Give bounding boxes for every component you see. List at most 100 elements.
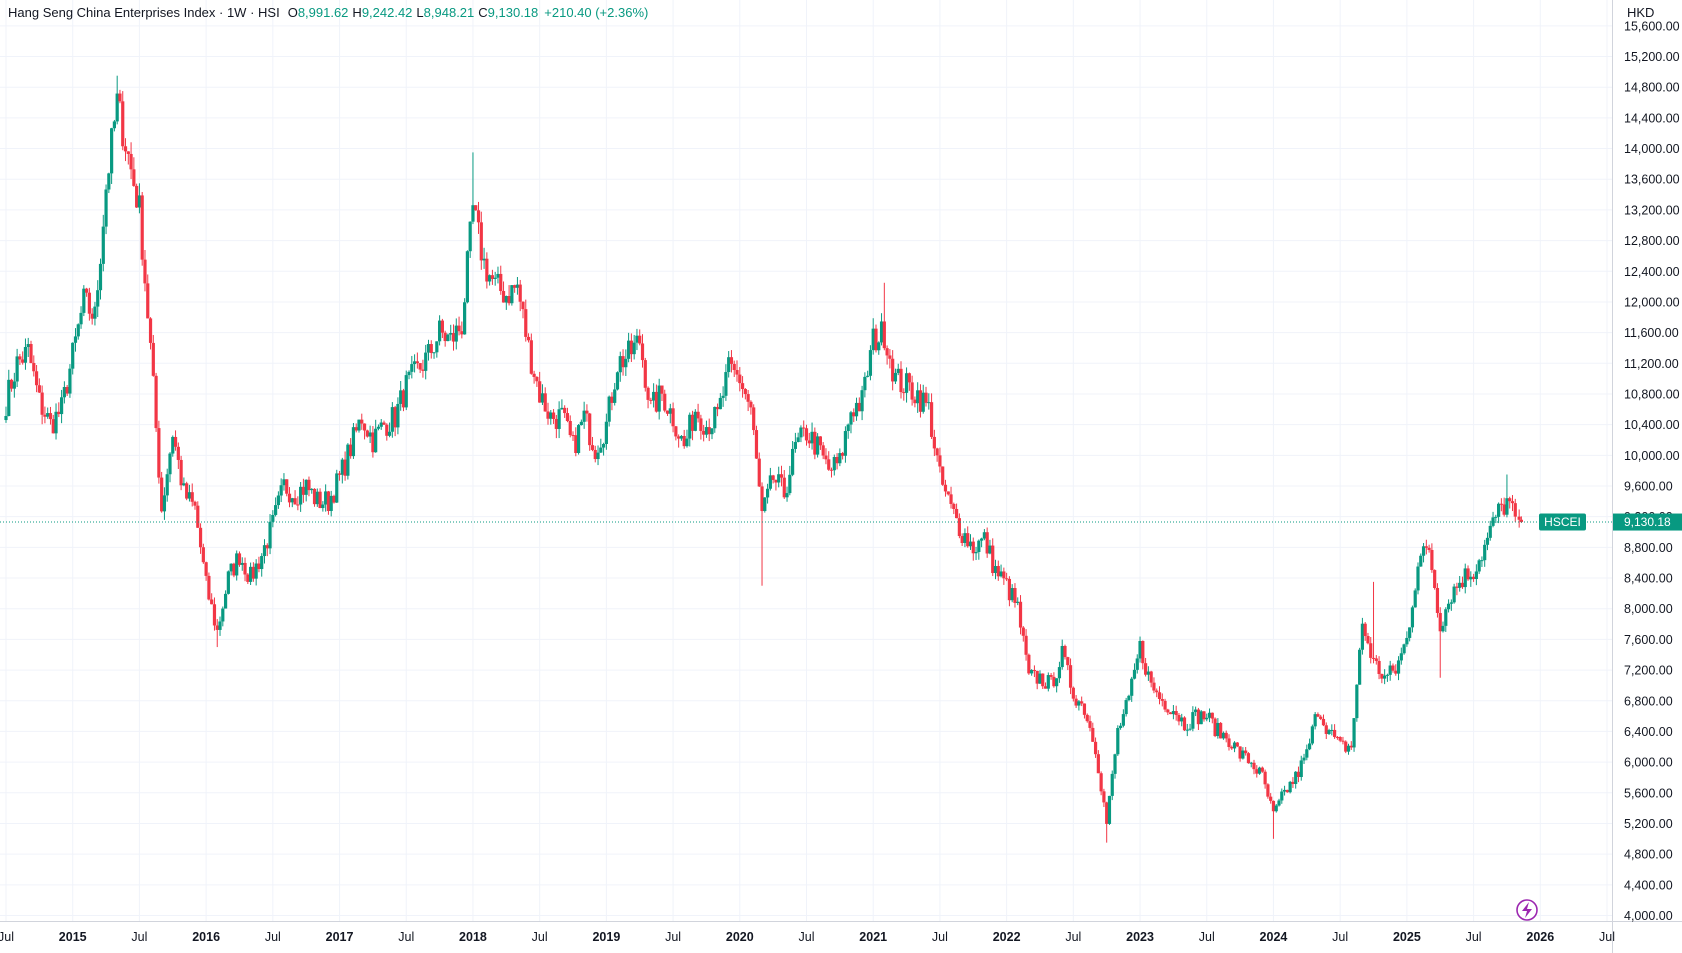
candle-body xyxy=(671,408,675,427)
candlestick-series[interactable] xyxy=(4,75,1523,843)
time-tick-label: 2026 xyxy=(1526,930,1554,944)
candle-body xyxy=(1435,587,1440,613)
candle-body xyxy=(59,397,64,415)
candle-body xyxy=(810,431,814,444)
candle-body xyxy=(1038,673,1042,684)
candle-body xyxy=(966,533,970,547)
candle-body xyxy=(1157,692,1162,699)
candle-body xyxy=(524,309,528,337)
candle-body xyxy=(1082,703,1087,715)
candle-body xyxy=(1335,736,1339,738)
candle-body xyxy=(604,421,608,444)
candle-body xyxy=(1030,669,1034,674)
candle-body xyxy=(657,385,661,412)
candle-body xyxy=(718,397,722,410)
candle-body xyxy=(246,574,250,582)
candle-body xyxy=(832,456,836,471)
candle-body xyxy=(48,413,53,420)
candle-body xyxy=(1188,728,1192,730)
time-tick-label: 2021 xyxy=(859,930,887,944)
candle-body xyxy=(449,333,453,335)
candle-body xyxy=(902,392,906,394)
price-axis-labels[interactable]: 4,000.00 4,400.00 4,800.00 5,200.00 5,600.00… xyxy=(1624,19,1680,923)
close-key: C xyxy=(478,5,488,20)
symbol-title[interactable]: Hang Seng China Enterprises Index · 1W ·… xyxy=(8,5,280,20)
candle-body xyxy=(301,486,306,495)
candle-body xyxy=(1346,745,1351,752)
candle-body xyxy=(271,514,275,522)
price-tick-label: 11,600.00 xyxy=(1624,326,1679,340)
candle-body xyxy=(1288,781,1292,793)
candle-body xyxy=(1469,576,1473,580)
candle-body xyxy=(579,421,583,426)
candle-body xyxy=(707,427,711,435)
candle-body xyxy=(913,399,917,404)
candle-body xyxy=(1144,663,1148,675)
candle-body xyxy=(993,566,998,574)
candle-body xyxy=(1163,700,1167,710)
candle-body xyxy=(585,410,589,414)
candle-body xyxy=(240,562,244,565)
price-tick-label: 12,400.00 xyxy=(1624,265,1680,279)
lightning-icon[interactable] xyxy=(1516,899,1538,921)
candle-body xyxy=(846,424,850,432)
candle-body xyxy=(1285,789,1289,793)
candle-body xyxy=(7,379,11,417)
currency-label[interactable]: HKD xyxy=(1627,5,1655,20)
candle-body xyxy=(349,444,353,457)
candle-body xyxy=(1174,711,1178,716)
candle-body xyxy=(529,340,533,374)
candle-body xyxy=(866,375,870,377)
candle-body xyxy=(435,341,439,353)
candle-body xyxy=(768,475,772,489)
candle-body xyxy=(743,389,747,395)
candle-body xyxy=(782,477,786,498)
candle-body xyxy=(1060,645,1064,668)
chart-legend: Hang Seng China Enterprises Index · 1W ·… xyxy=(8,5,648,20)
candle-body xyxy=(296,504,300,506)
price-tick-label: 12,000.00 xyxy=(1624,295,1680,309)
candle-body xyxy=(1043,686,1048,689)
candle-body xyxy=(335,473,339,503)
candle-body xyxy=(1010,588,1014,601)
candle-body xyxy=(1257,767,1262,774)
candle-body xyxy=(738,374,742,384)
candle-body xyxy=(15,356,19,382)
candle-body xyxy=(496,273,500,278)
candle-body xyxy=(1216,722,1220,737)
price-tag-value-bg xyxy=(1613,513,1682,531)
candle-body xyxy=(1035,670,1039,684)
candle-body xyxy=(162,495,167,512)
candle-body xyxy=(1499,503,1503,505)
candle-body xyxy=(635,335,639,343)
candle-body xyxy=(1018,601,1023,628)
candle-body xyxy=(1099,773,1103,792)
candle-body xyxy=(274,505,278,515)
candle-body xyxy=(1135,658,1139,670)
candle-body xyxy=(268,521,272,549)
candle-body xyxy=(1388,665,1392,675)
candle-body xyxy=(960,536,964,544)
candle-body xyxy=(426,344,431,353)
candle-body xyxy=(1107,795,1112,824)
candle-body xyxy=(376,426,381,429)
candle-body xyxy=(796,437,800,443)
price-tag: HSCEI 9,130.18 xyxy=(1539,513,1682,531)
candle-body xyxy=(343,459,347,476)
candle-body xyxy=(71,342,75,369)
candle-body xyxy=(860,390,864,412)
candle-body xyxy=(374,428,378,453)
candle-body xyxy=(101,226,105,264)
candle-body xyxy=(601,443,606,448)
candle-body xyxy=(1199,711,1203,725)
candle-body xyxy=(954,508,959,519)
candle-body xyxy=(1458,582,1462,588)
candle-body xyxy=(1093,741,1098,755)
candle-body xyxy=(257,563,261,570)
candle-body xyxy=(468,221,472,252)
candle-body xyxy=(882,321,886,349)
candle-body xyxy=(107,173,111,190)
time-axis-labels[interactable]: Jul 2015 Jul 2016 Jul 2017 Jul 2018 Jul 2019 Jul 20… xyxy=(0,930,1615,944)
